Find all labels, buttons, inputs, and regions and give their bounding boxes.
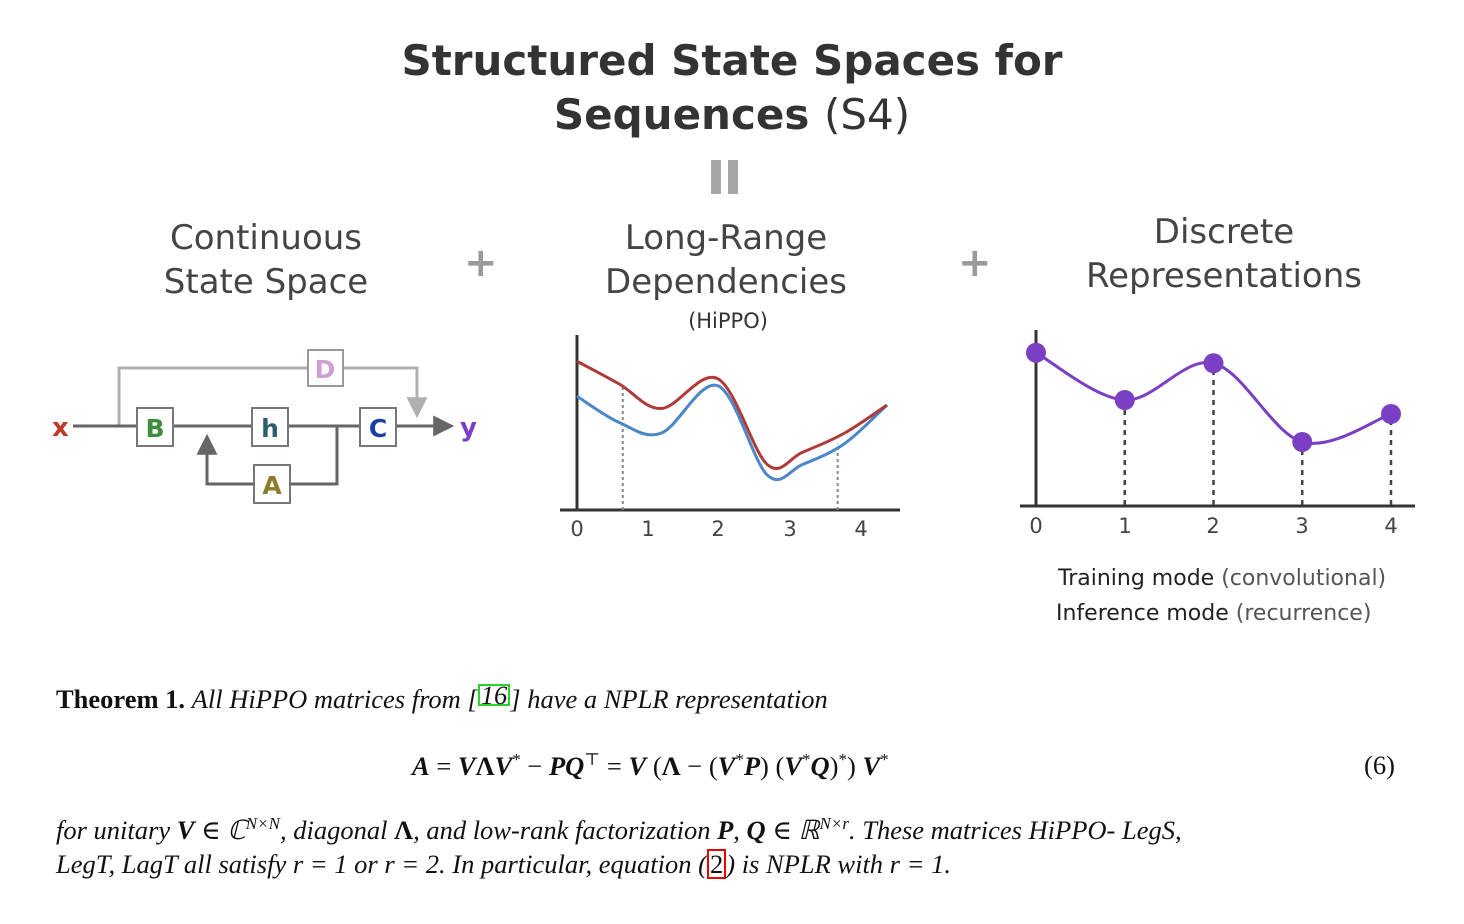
figure-title-line1: Structured State Spaces for <box>401 36 1063 85</box>
plus-icon: + <box>464 240 498 286</box>
panel2-subtitle: (HiPPO) <box>688 309 768 333</box>
series-line <box>576 359 888 470</box>
sample-point <box>1114 390 1135 410</box>
hippo-chart <box>560 335 900 512</box>
x-tick-label: 0 <box>1029 514 1043 538</box>
block-h-label: h <box>261 414 279 443</box>
sample-point <box>1292 432 1313 452</box>
inference-mode-label: Inference mode (recurrence) <box>1056 601 1372 626</box>
training-mode-label: Training mode (convolutional) <box>1058 566 1387 591</box>
block-b-label: B <box>145 414 164 443</box>
theorem-line4: LegT, LagT all satisfy r = 1 or r = 2. I… <box>56 849 951 879</box>
x-tick-label: 0 <box>570 517 584 541</box>
output-y-label: y <box>460 413 477 443</box>
block-d-label: D <box>315 355 336 384</box>
x-tick-label: 2 <box>1206 514 1220 538</box>
x-tick-label: 4 <box>854 517 868 541</box>
panel1-title: Continuous State Space <box>163 218 369 302</box>
block-c-label: C <box>369 414 387 443</box>
sample-point <box>1381 404 1401 424</box>
x-tick-label: 2 <box>711 517 725 541</box>
state-space-diagram: x y B h C A D <box>52 349 477 504</box>
x-tick-label: 3 <box>783 517 797 541</box>
theorem-statement: Theorem 1. All HiPPO matrices from [16] … <box>56 680 828 714</box>
discrete-chart <box>1020 330 1415 508</box>
equation: A = VΛV* − PQ⊤ = V (Λ − (V*P) (V*Q)*) V* <box>412 750 889 781</box>
panel2-title: Long-Range Dependencies <box>605 218 847 302</box>
s4-figure: Structured State Spaces for Sequences (S… <box>0 34 1464 626</box>
sample-point <box>1026 342 1046 363</box>
theorem-line3: for unitary V ∈ ℂN×N, diagonal Λ, and lo… <box>56 814 1182 845</box>
citation-link[interactable]: 16 <box>477 682 511 708</box>
figure-title-line2: Sequences <box>553 90 810 139</box>
theorem-label: Theorem 1. <box>56 684 186 714</box>
plus-icon: + <box>958 240 992 286</box>
x-tick-label: 1 <box>1118 514 1132 538</box>
x-tick-label: 4 <box>1384 514 1398 538</box>
block-a-label: A <box>262 471 282 500</box>
x-tick-label: 1 <box>641 517 655 541</box>
panel3-title: Discrete Representations <box>1086 212 1362 296</box>
equation-link[interactable]: 2 <box>706 849 727 879</box>
series-line <box>576 383 889 482</box>
equals-icon <box>711 160 739 194</box>
x-tick-label: 3 <box>1295 514 1309 538</box>
input-x-label: x <box>52 413 69 443</box>
sample-point <box>1203 353 1224 374</box>
figure-title-abbrev: (S4) <box>823 90 911 139</box>
equation-number: (6) <box>1364 750 1395 780</box>
figure-title: Structured State Spaces for Sequences (S… <box>0 34 1464 142</box>
